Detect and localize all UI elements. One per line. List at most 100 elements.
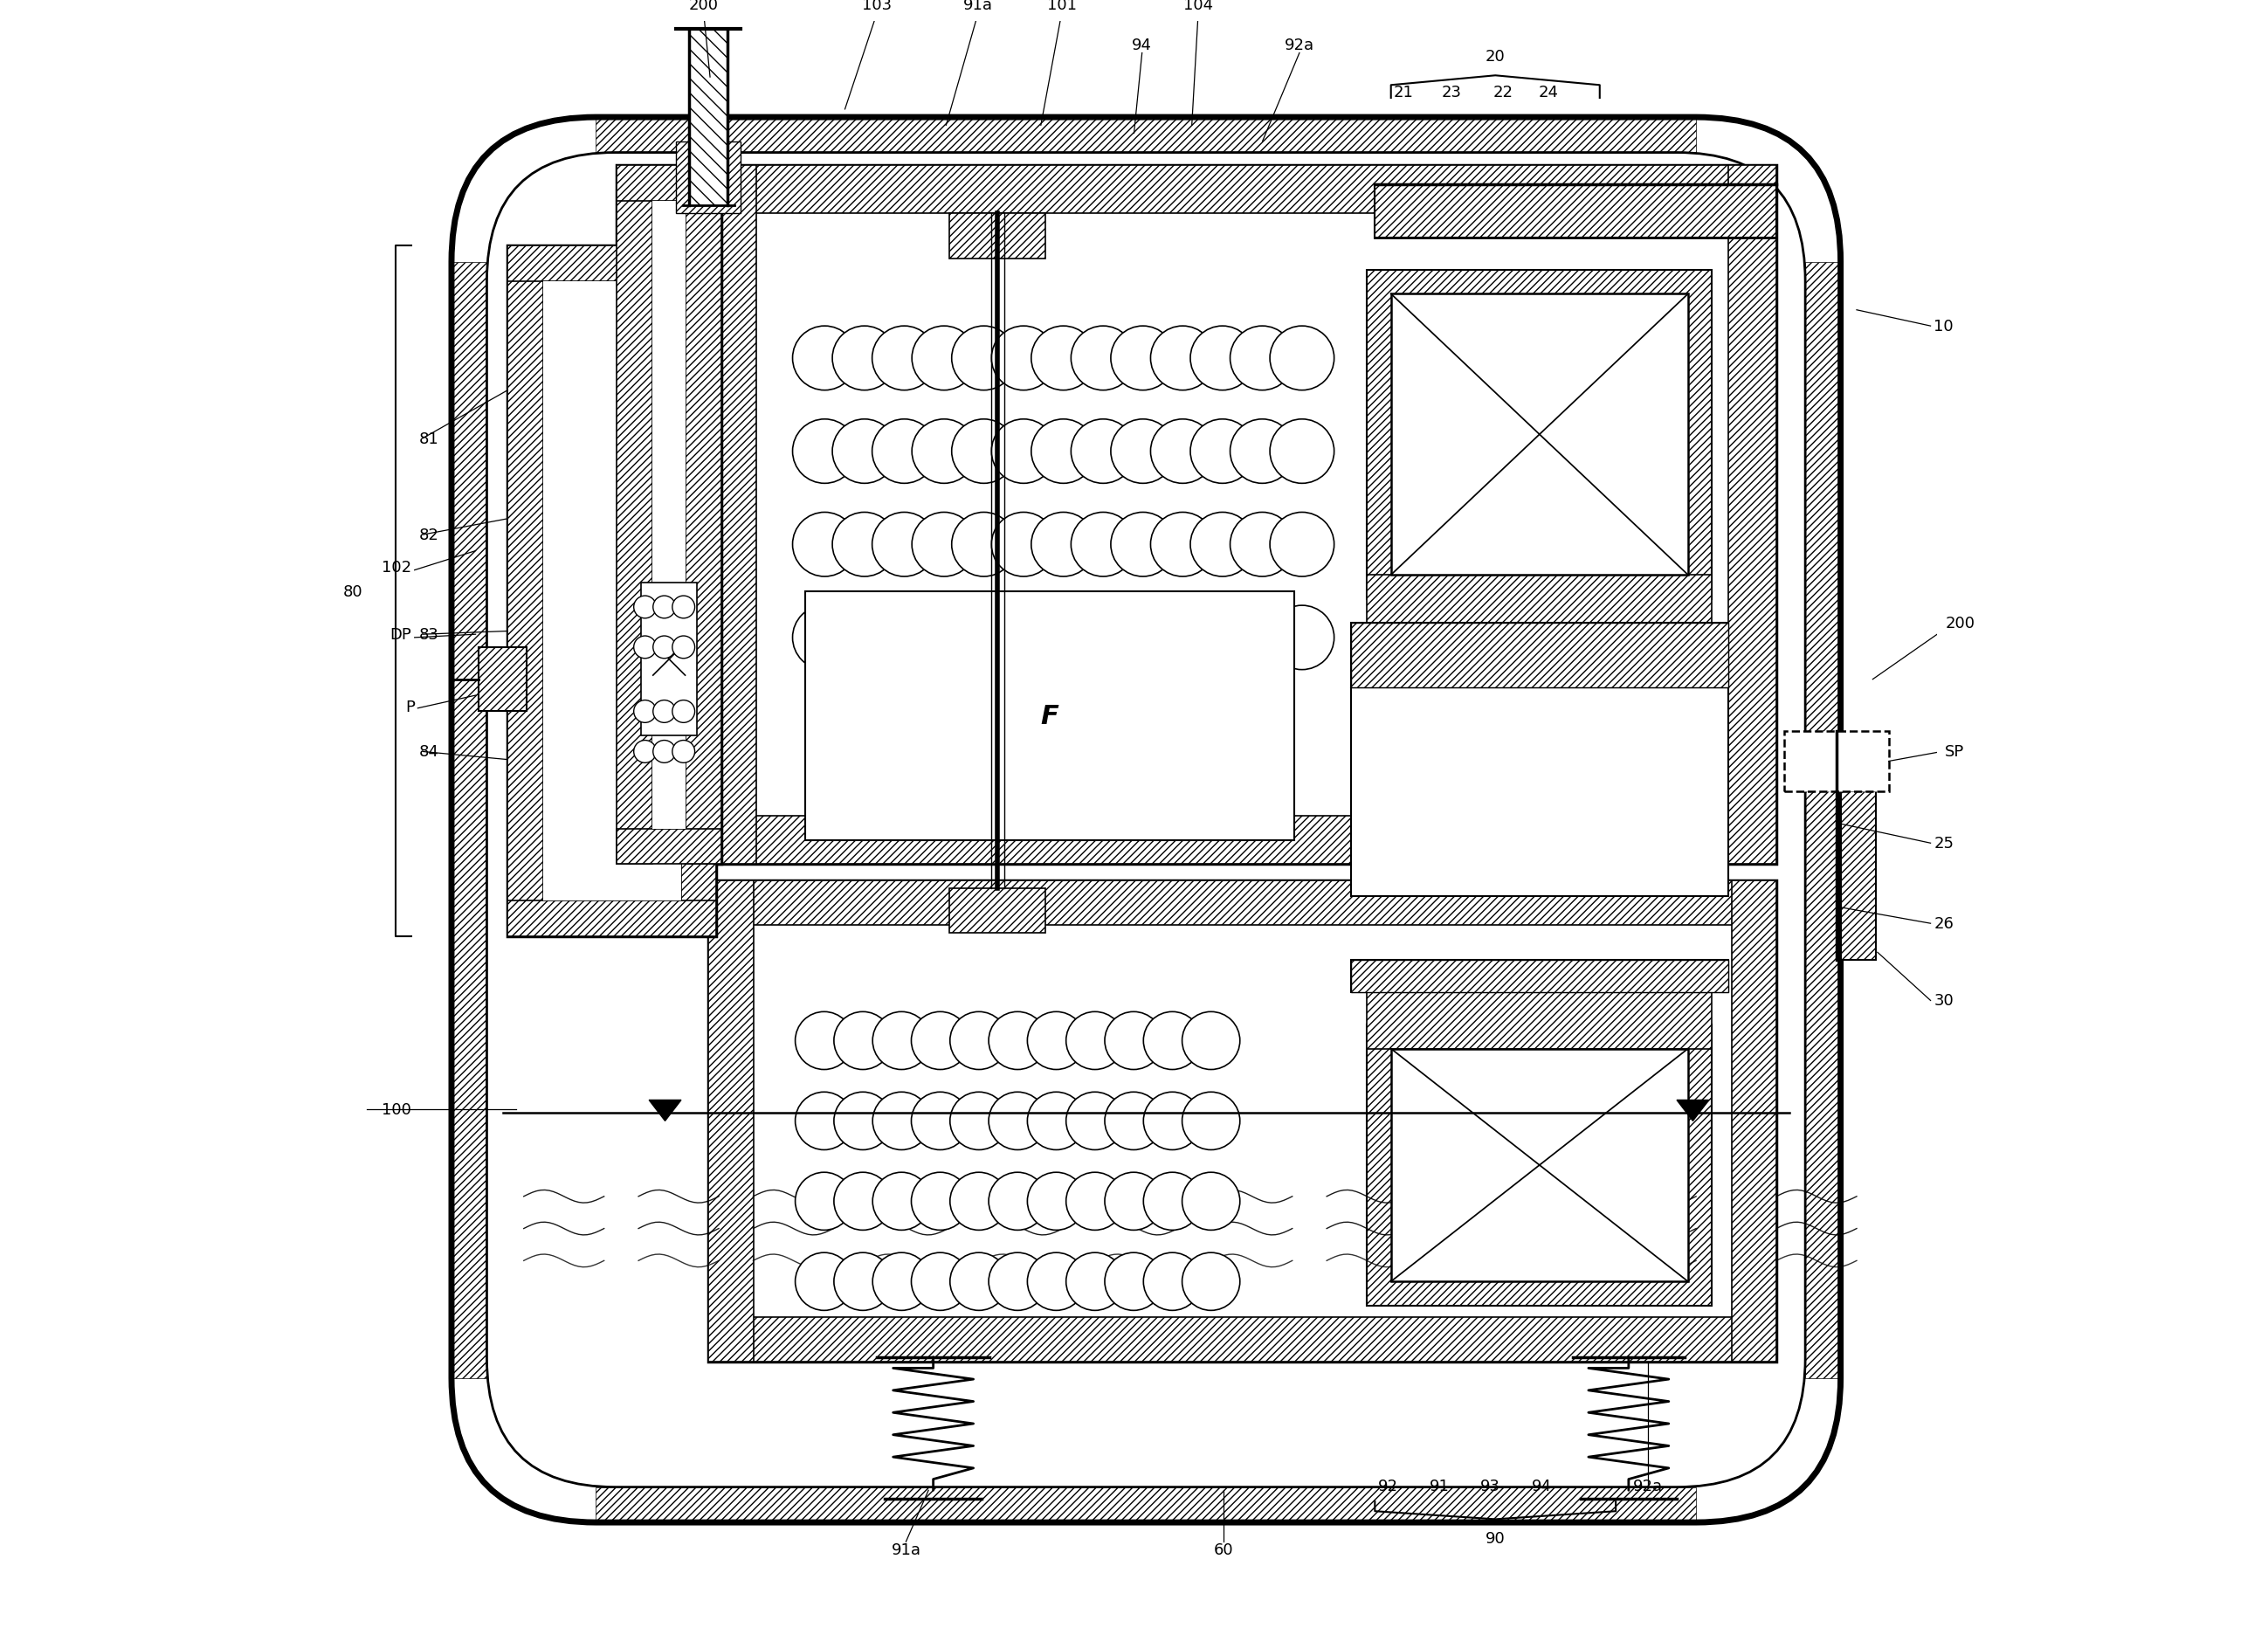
Circle shape [1182, 1172, 1241, 1231]
Polygon shape [649, 1101, 680, 1122]
Bar [708, 1317, 1776, 1363]
Circle shape [1111, 606, 1175, 671]
Text: 92: 92 [1377, 1478, 1397, 1493]
Circle shape [873, 606, 937, 671]
Bar [1805, 262, 1842, 1377]
Text: SP: SP [1946, 744, 1964, 760]
Bar [708, 881, 1776, 925]
Bar [1390, 295, 1687, 575]
Circle shape [796, 1013, 853, 1070]
Text: 200: 200 [1946, 615, 1975, 632]
Bar [1730, 881, 1776, 1363]
Circle shape [953, 327, 1016, 391]
Circle shape [1070, 513, 1136, 576]
Circle shape [1270, 420, 1334, 484]
Circle shape [633, 741, 655, 764]
Bar [508, 246, 717, 282]
Circle shape [1143, 1092, 1202, 1149]
Circle shape [950, 1092, 1007, 1149]
Bar [708, 881, 753, 1363]
Circle shape [1027, 1172, 1084, 1231]
Text: P: P [406, 698, 415, 715]
Bar [1785, 731, 1889, 793]
Bar [542, 282, 680, 902]
Circle shape [991, 327, 1055, 391]
Polygon shape [1676, 1101, 1708, 1122]
Text: 91a: 91a [964, 0, 993, 13]
Text: 92a: 92a [1284, 37, 1315, 54]
Text: 26: 26 [1935, 917, 1953, 931]
Circle shape [991, 420, 1055, 484]
Circle shape [912, 327, 975, 391]
Circle shape [1150, 513, 1216, 576]
Bar [685, 166, 721, 864]
Text: 10: 10 [1935, 319, 1953, 334]
Circle shape [835, 1092, 891, 1149]
Bar [753, 925, 1730, 1317]
Bar [508, 902, 717, 936]
Circle shape [1229, 606, 1295, 671]
Bar [617, 166, 721, 202]
Bar [680, 246, 717, 936]
Circle shape [873, 420, 937, 484]
Bar [1390, 295, 1687, 575]
Circle shape [1270, 606, 1334, 671]
Text: 104: 104 [1184, 0, 1213, 13]
Bar [451, 262, 488, 1377]
Circle shape [835, 1254, 891, 1311]
Bar [1352, 624, 1728, 687]
Text: 90: 90 [1486, 1530, 1506, 1547]
Circle shape [1111, 327, 1175, 391]
Circle shape [1182, 1013, 1241, 1070]
Circle shape [832, 513, 896, 576]
Bar [708, 881, 1776, 1363]
Circle shape [796, 1172, 853, 1231]
Circle shape [1270, 327, 1334, 391]
Circle shape [653, 637, 676, 659]
Bar [1368, 993, 1712, 1048]
Bar [1390, 1048, 1687, 1281]
Text: 60: 60 [1213, 1542, 1234, 1558]
Bar [1728, 166, 1776, 864]
Circle shape [1182, 1092, 1241, 1149]
Circle shape [912, 1013, 968, 1070]
Text: 84: 84 [420, 744, 440, 760]
Bar [708, 166, 1776, 864]
Bar [950, 889, 1046, 933]
Text: 94: 94 [1132, 37, 1152, 54]
Circle shape [792, 327, 857, 391]
Bar [642, 583, 696, 736]
Circle shape [1105, 1092, 1163, 1149]
Circle shape [1143, 1254, 1202, 1311]
Bar [1352, 961, 1728, 993]
Circle shape [1150, 327, 1216, 391]
Text: 101: 101 [1048, 0, 1077, 13]
Circle shape [1066, 1254, 1125, 1311]
Circle shape [989, 1092, 1046, 1149]
Circle shape [1229, 420, 1295, 484]
Text: 82: 82 [420, 527, 440, 544]
Circle shape [912, 513, 975, 576]
Circle shape [796, 1092, 853, 1149]
Bar [479, 648, 526, 711]
Circle shape [873, 1013, 930, 1070]
Circle shape [653, 596, 676, 619]
Circle shape [1027, 1013, 1084, 1070]
Circle shape [1027, 1254, 1084, 1311]
Circle shape [953, 420, 1016, 484]
Circle shape [671, 596, 694, 619]
Bar [617, 166, 653, 864]
Circle shape [653, 700, 676, 723]
Circle shape [1191, 606, 1254, 671]
Bar [708, 816, 1776, 864]
Bar [596, 1486, 1696, 1522]
Circle shape [1191, 513, 1254, 576]
Bar [508, 246, 717, 936]
Circle shape [873, 1092, 930, 1149]
Circle shape [1143, 1172, 1202, 1231]
Circle shape [835, 1013, 891, 1070]
Bar [653, 202, 685, 829]
Text: 93: 93 [1481, 1478, 1501, 1493]
Circle shape [796, 1254, 853, 1311]
Circle shape [989, 1254, 1046, 1311]
